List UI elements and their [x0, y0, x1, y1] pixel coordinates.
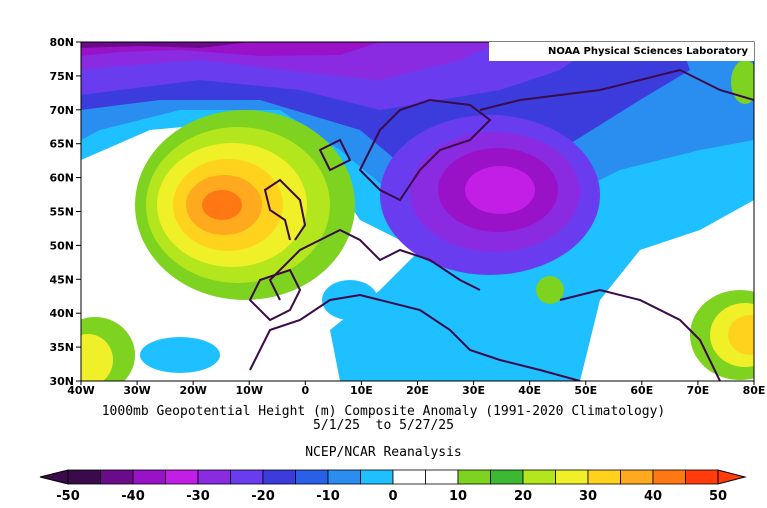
colorbar-labels: -50 -40 -30 -20 -10 0 10 20 30 40 50: [56, 489, 727, 504]
colorbar-swatch: [295, 469, 329, 485]
colorbar-label: 20: [514, 489, 532, 504]
colorbar-swatch: [230, 469, 264, 485]
colorbar-label: -50: [56, 489, 80, 504]
lat-tick-label: 55N: [49, 206, 74, 219]
colorbar-swatch: [132, 469, 166, 485]
colorbar-swatch: [262, 469, 296, 485]
lon-tick-label: 50E: [574, 384, 597, 397]
colorbar-swatch: [587, 469, 621, 485]
colorbar-label: -20: [251, 489, 275, 504]
colorbar-swatch: [197, 469, 231, 485]
colorbar: -50 -40 -30 -20 -10 0 10 20 30 40 50: [39, 469, 747, 504]
latitude-axis: 80N 75N 70N 65N 60N 55N 50N 45N 40N 35N 30N: [49, 36, 81, 388]
lat-tick-label: 80N: [49, 36, 74, 49]
lat-tick-label: 50N: [49, 239, 74, 252]
lon-tick-label: 40E: [518, 384, 541, 397]
anomaly-field: [81, 42, 754, 381]
lat-tick-label: 75N: [49, 70, 74, 83]
colorbar-label: 40: [644, 489, 662, 504]
colorbar-label: -30: [186, 489, 210, 504]
lat-tick-label: 45N: [49, 273, 74, 286]
colorbar-swatch: [555, 469, 589, 485]
lon-tick-label: 80E: [743, 384, 766, 397]
lon-tick-label: 60E: [630, 384, 653, 397]
lon-tick-label: 70E: [687, 384, 710, 397]
colorbar-swatch: [67, 469, 101, 485]
date-range: 5/1/25 to 5/27/25: [313, 418, 454, 433]
colorbar-label: 30: [579, 489, 597, 504]
data-source: NCEP/NCAR Reanalysis: [305, 445, 462, 460]
colorbar-swatch: [685, 469, 719, 485]
coastlines: [248, 68, 754, 381]
lon-tick-label: 10E: [350, 384, 373, 397]
colorbar-swatch: [100, 469, 134, 485]
colorbar-swatch: [457, 469, 491, 485]
map-panel: 80N 75N 70N 65N 60N 55N 50N 45N 40N 35N 30N 40W 30W…: [49, 36, 765, 397]
colorbar-swatch: [425, 469, 459, 485]
colorbar-swatch: [620, 469, 654, 485]
lon-tick-label: 30W: [123, 384, 150, 397]
colorbar-swatch: [490, 469, 524, 485]
colorbar-label: 0: [388, 489, 397, 504]
colorbar-label: -10: [316, 489, 340, 504]
lon-tick-label: 20W: [179, 384, 206, 397]
anomaly-map: 80N 75N 70N 65N 60N 55N 50N 45N 40N 35N 30N 40W 30W…: [49, 36, 765, 397]
colorbar-swatch: [652, 469, 686, 485]
colorbar-swatch: [522, 469, 556, 485]
lat-tick-label: 35N: [49, 341, 74, 354]
colorbar-label: -40: [121, 489, 145, 504]
credit-label: NOAA Physical Sciences Laboratory: [489, 42, 754, 61]
lon-tick-label: 20E: [406, 384, 429, 397]
lat-tick-label: 40N: [49, 307, 74, 320]
lon-tick-label: 40W: [67, 384, 94, 397]
colorbar-swatch: [360, 469, 394, 485]
colorbar-swatches: [39, 469, 747, 485]
lon-tick-label: 0: [302, 384, 310, 397]
lat-tick-label: 65N: [49, 138, 74, 151]
colorbar-swatch: [327, 469, 361, 485]
colorbar-high-arrow: [717, 469, 747, 485]
lat-tick-label: 60N: [49, 172, 74, 185]
lon-tick-label: 10W: [236, 384, 263, 397]
lon-tick-label: 30E: [462, 384, 485, 397]
colorbar-label: 10: [449, 489, 467, 504]
lat-tick-label: 30N: [49, 375, 74, 388]
colorbar-swatch: [392, 469, 426, 485]
colorbar-low-arrow: [39, 469, 69, 485]
lat-tick-label: 70N: [49, 104, 74, 117]
longitude-axis: 40W 30W 20W 10W 0 10E 20E 30E 40E 50E 60E 70E 80E: [67, 381, 765, 397]
map-title: 1000mb Geopotential Height (m) Composite…: [101, 404, 666, 419]
colorbar-swatch: [165, 469, 199, 485]
colorbar-label: 50: [709, 489, 727, 504]
